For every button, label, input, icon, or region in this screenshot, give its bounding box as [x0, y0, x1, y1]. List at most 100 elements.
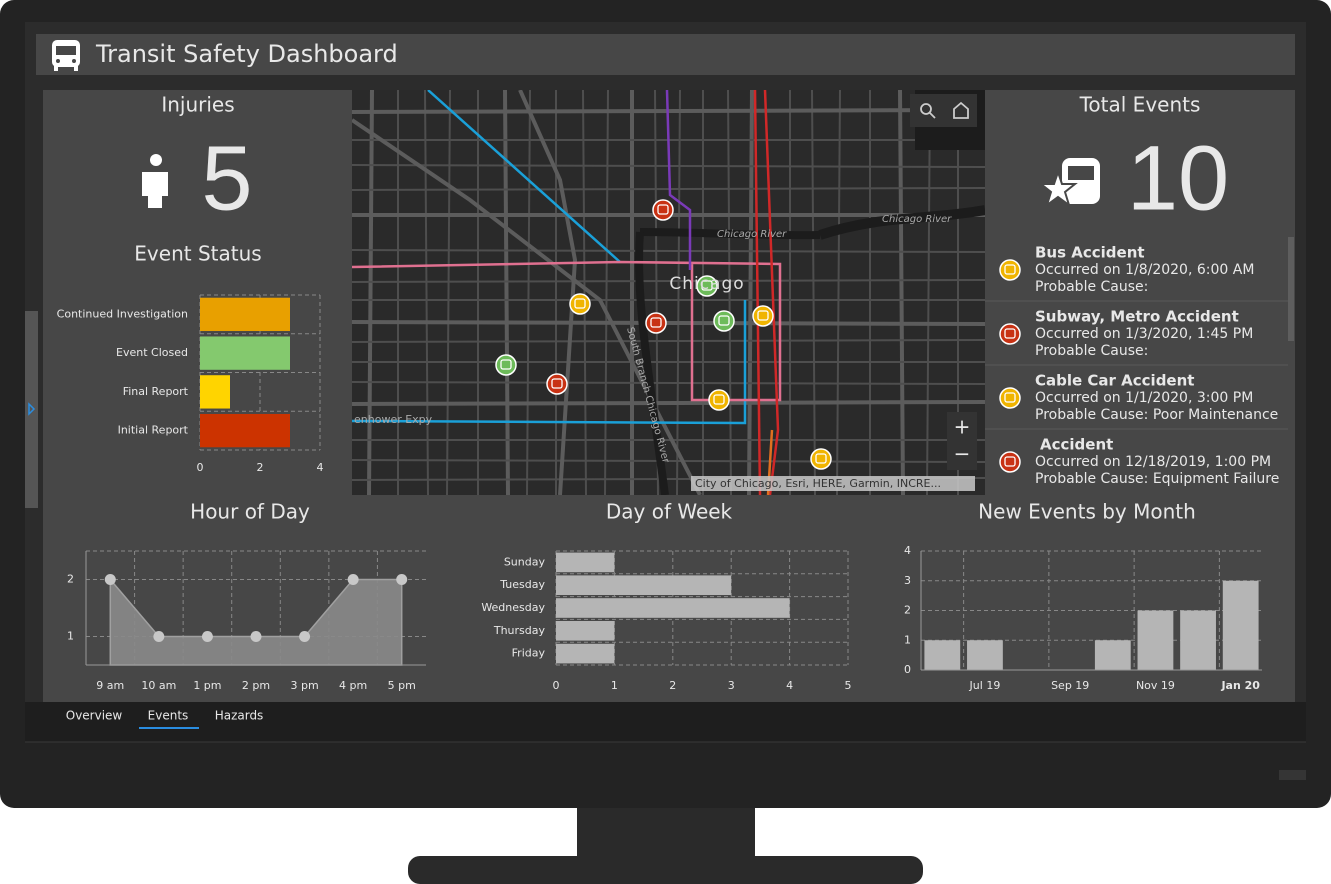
incident-marker[interactable] — [708, 389, 730, 411]
y-tick-label: 1 — [67, 630, 74, 643]
road — [367, 90, 374, 495]
road — [503, 90, 510, 495]
y-tick-label: Final Report — [123, 385, 189, 398]
charts: Event Status 0 2 4 Continued Investigation Ev… — [57, 242, 1262, 692]
map-label: Chicago River — [882, 214, 952, 225]
road — [352, 320, 985, 326]
incident-marker[interactable] — [546, 373, 568, 395]
point — [299, 631, 311, 642]
y-tick-label: Friday — [512, 647, 546, 660]
y-tick-label: 2 — [67, 573, 74, 586]
injuries-value: 5 — [201, 127, 252, 229]
bar — [556, 598, 790, 618]
tab[interactable]: Events — [148, 709, 189, 723]
incident-marker[interactable] — [713, 310, 735, 332]
left-panel — [43, 90, 352, 495]
x-tick-label: 3 — [728, 679, 735, 692]
river — [818, 205, 985, 240]
zoom-control — [947, 412, 977, 470]
header-bar — [36, 34, 1295, 75]
scrollbar[interactable] — [1288, 237, 1294, 341]
point — [153, 631, 165, 642]
x-tick-label: Nov 19 — [1136, 679, 1175, 692]
road — [526, 90, 531, 495]
point — [250, 631, 262, 642]
monitor-base — [408, 856, 923, 884]
bar — [1180, 610, 1216, 670]
y-tick-label: Continued Investigation — [57, 307, 188, 320]
road — [352, 381, 985, 385]
chart-title: Event Status — [134, 242, 261, 266]
x-tick-label: 4 — [317, 461, 324, 474]
incident-marker[interactable] — [696, 275, 718, 297]
road — [352, 279, 985, 283]
map-label: enhower Expy — [354, 413, 433, 426]
marker-glyph — [701, 280, 713, 291]
event-icon-glyph — [1004, 328, 1016, 339]
incident-marker[interactable] — [645, 312, 667, 334]
incident-marker[interactable] — [810, 448, 832, 470]
tab[interactable]: Hazards — [215, 709, 264, 723]
attribution: City of Chicago, Esri, HERE, Garmin, INC… — [695, 477, 941, 490]
event-icon — [999, 451, 1021, 473]
event-occurred: Occurred on 1/8/2020, 6:00 AM — [1035, 262, 1254, 278]
y-tick-label: Tuesday — [499, 578, 545, 591]
incident-marker[interactable] — [495, 354, 517, 376]
side-toggle[interactable] — [25, 311, 38, 508]
incident-marker[interactable] — [569, 293, 591, 315]
x-tick-label: 4 — [786, 679, 793, 692]
incident-marker[interactable] — [752, 305, 774, 327]
road — [836, 90, 841, 495]
road — [352, 249, 985, 253]
x-tick-label: Jul 19 — [969, 679, 1001, 692]
transit-lines — [352, 90, 782, 495]
home-button[interactable] — [953, 101, 969, 119]
event-occurred: Occurred on 1/1/2020, 3:00 PM — [1035, 390, 1253, 406]
marker-glyph — [815, 453, 827, 464]
event-cause: Probable Cause: Poor Maintenance — [1035, 407, 1278, 423]
y-tick-label: 2 — [904, 604, 911, 617]
y-tick-label: 1 — [904, 633, 911, 646]
dashboard-title: Transit Safety Dashboard — [95, 40, 398, 68]
person-icon — [142, 154, 168, 208]
event-icon — [999, 387, 1021, 409]
event-occurred: Occurred on 1/3/2020, 1:45 PM — [1035, 326, 1253, 342]
road — [926, 90, 931, 495]
marker-glyph — [500, 359, 512, 370]
x-tick-label: 5 pm — [388, 679, 416, 692]
incident-markers — [495, 199, 832, 470]
marker-glyph — [757, 310, 769, 321]
bar — [1137, 610, 1174, 670]
event-title: Cable Car Accident — [1035, 372, 1194, 390]
x-tick-label: 0 — [197, 461, 204, 474]
event-cause: Probable Cause: Equipment Failure — [1035, 471, 1279, 487]
zoom-out[interactable]: − — [954, 442, 971, 466]
event-title: Accident — [1040, 436, 1113, 454]
tab[interactable]: Overview — [66, 709, 123, 723]
toggle-arrow — [28, 402, 36, 416]
bar — [556, 643, 615, 664]
x-tick-label: 3 pm — [290, 679, 318, 692]
marker-glyph — [718, 315, 730, 326]
roads — [352, 90, 985, 495]
point — [104, 574, 116, 585]
map-toolbar — [910, 94, 977, 127]
road — [352, 459, 985, 463]
x-tick-label: 0 — [553, 679, 560, 692]
search-button[interactable] — [920, 103, 936, 119]
power-button[interactable] — [1279, 770, 1306, 780]
road — [446, 90, 451, 495]
chart-title: Day of Week — [606, 500, 733, 524]
event-occurred: Occurred on 12/18/2019, 1:00 PM — [1035, 454, 1271, 470]
x-tick-label: Jan 20 — [1220, 679, 1260, 692]
y-tick-label: Wednesday — [481, 601, 545, 614]
incident-marker[interactable] — [652, 199, 674, 221]
zoom-in[interactable]: + — [954, 415, 971, 439]
monitor-neck — [577, 805, 755, 860]
